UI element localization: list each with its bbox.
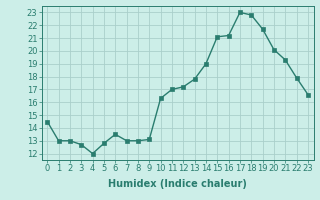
X-axis label: Humidex (Indice chaleur): Humidex (Indice chaleur)	[108, 179, 247, 189]
